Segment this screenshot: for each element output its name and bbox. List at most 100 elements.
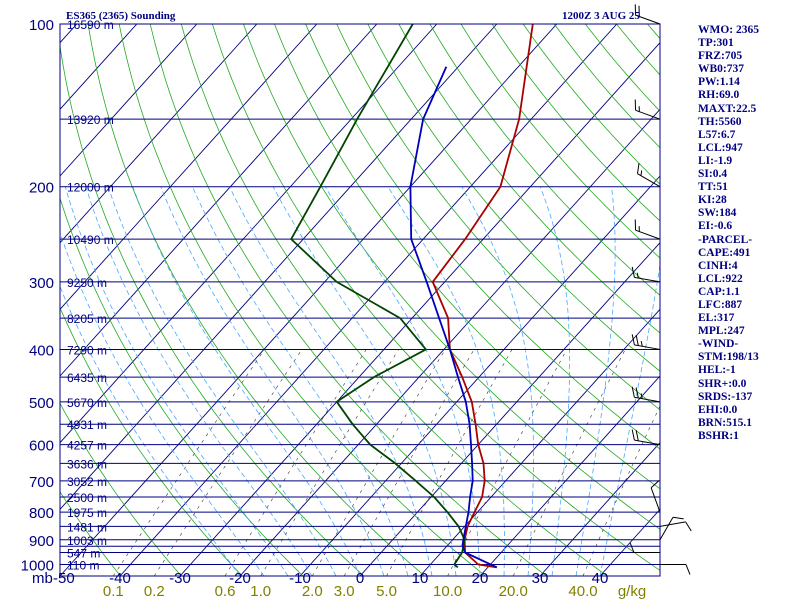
isotherm-line	[60, 24, 198, 177]
isotherm-line	[60, 24, 498, 511]
pressure-tick-label: 900	[29, 533, 54, 550]
plot-frame	[59, 23, 661, 577]
index-item: MPL:247	[698, 325, 745, 338]
isotherm-line	[60, 24, 378, 377]
wind-barb-feather	[629, 542, 635, 553]
mixing-ratio-label: 40.0	[568, 583, 597, 600]
height-label: 4257 m	[67, 439, 107, 453]
index-item: CAP:1.1	[698, 285, 740, 298]
height-label: 12000 m	[67, 181, 114, 195]
temperature-tick-label: -40	[109, 570, 131, 587]
moist-adiabat-line	[461, 186, 534, 576]
height-label: 4931 m	[67, 418, 107, 432]
wind-barb-feather	[631, 334, 635, 346]
wind-barb	[634, 219, 661, 240]
index-item: CAPE:491	[698, 246, 751, 259]
mixing-ratio-label: 3.0	[334, 583, 355, 600]
pressure-tick-label: 700	[29, 474, 54, 491]
temperature-tick-label: 30	[532, 570, 549, 587]
mixing-ratio-line	[224, 349, 367, 576]
wind-barb-staff	[659, 521, 686, 527]
moist-adiabat-line	[324, 186, 481, 576]
dry-adiabat-line	[60, 196, 304, 576]
wind-barbs	[629, 4, 692, 575]
wind-barb-staff	[635, 14, 661, 25]
wind-barb	[660, 564, 691, 575]
dry-adiabat-line	[553, 24, 660, 149]
wind-barb-feather	[635, 387, 639, 399]
moist-adiabat-line	[160, 186, 385, 576]
dry-adiabat-line	[60, 402, 182, 576]
wind-barb	[650, 480, 661, 513]
height-label: 8205 m	[67, 312, 107, 326]
temperature-tick-label: 20	[472, 570, 489, 587]
index-item: BRN:515.1	[698, 416, 752, 429]
isotherm-line	[539, 441, 660, 576]
dry-adiabat-line	[212, 24, 660, 571]
mixing-ratio-label: 20.0	[499, 583, 528, 600]
mixing-ratio-line	[447, 349, 568, 576]
mixing-ratio-label: 2.0	[302, 583, 323, 600]
dry-adiabat-line	[491, 24, 660, 222]
isotherm-line	[0, 24, 17, 576]
wind-barb	[629, 542, 660, 554]
mixing-ratio-unit: g/kg	[618, 583, 646, 600]
index-item: RH:69.0	[698, 89, 740, 102]
wind-barb-staff	[634, 276, 661, 283]
wind-barb-staff	[637, 173, 661, 188]
dry-adiabat-line	[118, 24, 486, 576]
wind-barb-staff	[634, 439, 661, 446]
mixing-ratio-line	[512, 349, 626, 576]
wind-barb-feather	[636, 272, 639, 279]
index-item: SHR+:0.0	[698, 377, 747, 390]
temperature-tick-label: 10	[412, 570, 429, 587]
isotherm-line	[60, 24, 258, 244]
wind-barb	[631, 334, 661, 350]
moist-adiabat-line	[107, 186, 337, 576]
index-item: EHI:0.0	[698, 403, 738, 416]
index-item: TP:301	[698, 37, 734, 50]
mixing-ratio-label: 10.0	[433, 583, 462, 600]
wind-barb-staff	[635, 109, 661, 120]
wind-barb-feather	[685, 521, 692, 532]
temperature-trace	[431, 24, 534, 569]
dry-adiabat-line	[180, 24, 608, 576]
isotherm-line	[239, 108, 660, 576]
sounding-traces	[290, 24, 534, 569]
moist-adiabat-line	[64, 186, 289, 576]
isobar-lines	[60, 23, 660, 566]
index-item: FRZ:705	[698, 50, 743, 63]
wind-barb-staff	[634, 344, 661, 350]
wind-barb	[636, 162, 661, 188]
mixing-ratio-line	[312, 349, 446, 576]
wind-barb	[659, 521, 692, 532]
height-label: 5670 m	[67, 396, 107, 410]
height-label: 1481 m	[67, 520, 107, 534]
wind-barb-feather	[640, 170, 643, 176]
pressure-tick-label: 500	[29, 395, 54, 412]
pressure-unit-label: mb	[32, 570, 53, 587]
dry-adiabat-line	[522, 24, 660, 185]
index-item: -WIND-	[698, 338, 739, 351]
wind-barb-feather	[640, 393, 643, 399]
temperature-tick-label: -50	[53, 570, 75, 587]
temperature-tick-label: -30	[169, 570, 191, 587]
dry-adiabat-line	[274, 24, 660, 490]
wind-barb	[634, 99, 661, 120]
index-item: SW:184	[698, 207, 737, 220]
wind-barb	[631, 266, 661, 283]
isotherm-line	[60, 24, 78, 44]
wind-barb-staff	[659, 517, 674, 541]
height-label: 6435 m	[67, 371, 107, 385]
pressure-tick-label: 600	[29, 438, 54, 455]
index-item: HEL:-1	[698, 364, 736, 377]
height-label: 13920 m	[67, 113, 114, 127]
wind-barb-feather	[631, 386, 635, 398]
station-title: ES365 (2365) Sounding	[66, 10, 176, 22]
mixing-ratio-line	[153, 349, 303, 576]
index-item: LCL:947	[698, 141, 743, 154]
chart-grid	[0, 24, 660, 576]
pressure-tick-label: 1000	[21, 558, 54, 575]
height-label: 1975 m	[67, 506, 107, 520]
